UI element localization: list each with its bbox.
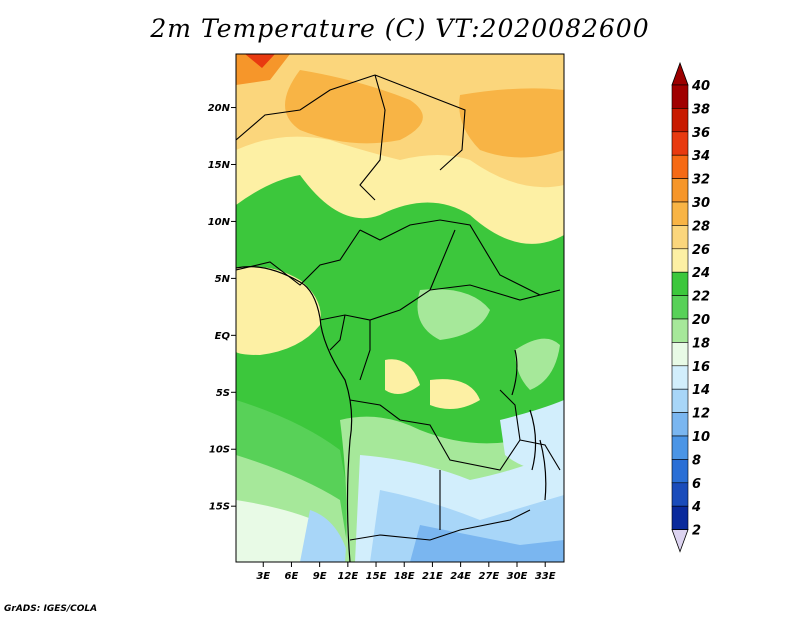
colorbar-swatch: [671, 154, 689, 179]
temperature-field: [236, 54, 564, 562]
colorbar-label: 26: [692, 243, 710, 258]
lat-label: 20N: [208, 103, 231, 114]
colorbar-swatch: [671, 435, 689, 460]
longitude-axis: 3E 6E 9E 12E 15E 18E 21E 24E 27E 30E 33E: [256, 562, 556, 582]
colorbar-label: 40: [691, 79, 710, 94]
lon-label: 27E: [478, 571, 499, 582]
colorbar-label: 36: [692, 126, 710, 141]
lon-label: 9E: [313, 571, 327, 582]
lon-label: 15E: [366, 571, 387, 582]
field-patch-36: [245, 54, 275, 68]
lon-label: 30E: [507, 571, 528, 582]
lon-label: 6E: [285, 571, 299, 582]
colorbar-swatch: [671, 271, 689, 296]
colorbar-swatch: [671, 225, 689, 250]
colorbar-swatch: [671, 248, 689, 273]
credit-footer: GrADS: IGES/COLA: [4, 604, 98, 614]
country-borders: [236, 74, 561, 541]
colorbar-label: 34: [692, 149, 710, 164]
lon-label: 21E: [422, 571, 443, 582]
colorbar-label: 6: [692, 477, 701, 492]
latitude-axis: 20N 15N 10N 5N EQ 5S 10S 15S: [208, 103, 236, 513]
colorbar-swatch: [671, 178, 689, 203]
colorbar-label: 20: [692, 313, 710, 328]
colorbar-label: 24: [692, 266, 710, 281]
colorbar-bottom-arrow: [671, 529, 689, 553]
field-patch-20-a: [417, 289, 490, 340]
colorbar-swatch: [671, 108, 689, 133]
colorbar-label: 14: [692, 383, 710, 398]
field-patch-30-east: [459, 88, 564, 158]
colorbar-swatch: [671, 318, 689, 343]
colorbar-label: 2: [692, 524, 701, 539]
colorbar-swatch: [671, 84, 689, 109]
colorbar-swatch: [671, 342, 689, 367]
colorbar: 40 38 36 34 32 30 28 26 24 22 20 18 16 14 12 10 8 6 4 2: [671, 61, 710, 553]
colorbar-label: 38: [692, 102, 710, 117]
field-patch-24-b: [430, 379, 480, 409]
colorbar-label: 12: [692, 407, 710, 422]
colorbar-top-arrow: [671, 61, 689, 86]
colorbar-swatch: [671, 201, 689, 226]
colorbar-label: 28: [692, 219, 710, 234]
colorbar-label: 30: [692, 196, 710, 211]
lat-label: 15N: [208, 160, 231, 171]
colorbar-label: 16: [692, 360, 710, 375]
lon-label: 18E: [394, 571, 415, 582]
field-patch-30-west: [285, 70, 423, 144]
colorbar-swatch: [671, 295, 689, 320]
lat-label: 5N: [215, 274, 231, 285]
lon-label: 33E: [535, 571, 556, 582]
lon-label: 12E: [337, 571, 358, 582]
colorbar-swatch: [671, 505, 689, 530]
field-patch-24-a: [385, 359, 420, 394]
colorbar-swatch: [671, 388, 689, 413]
colorbar-swatch: [671, 482, 689, 507]
colorbar-swatch: [671, 131, 689, 156]
field-east-16: [500, 400, 564, 471]
lat-label: EQ: [215, 331, 231, 342]
colorbar-swatch: [671, 412, 689, 437]
colorbar-label: 10: [692, 430, 710, 445]
field-patch-32: [236, 54, 290, 85]
great-lakes: [511, 349, 547, 501]
field-atl-14: [300, 510, 350, 562]
colorbar-label: 32: [692, 173, 710, 188]
colorbar-label: 22: [692, 290, 710, 305]
lat-label: 5S: [216, 388, 230, 399]
lon-label: 24E: [450, 571, 471, 582]
colorbar-label: 18: [692, 336, 710, 351]
map-title: 2m Temperature (C) VT:2020082600: [150, 14, 650, 43]
lat-label: 10S: [209, 445, 230, 456]
map-frame: [235, 53, 565, 563]
lat-label: 15S: [209, 502, 230, 513]
field-gulf-warm: [236, 266, 321, 355]
colorbar-swatch: [671, 459, 689, 484]
lat-label: 10N: [208, 217, 231, 228]
lon-label: 3E: [256, 571, 270, 582]
coastline: [236, 266, 353, 562]
colorbar-swatch: [671, 365, 689, 390]
colorbar-label: 8: [692, 453, 701, 468]
colorbar-label: 4: [691, 500, 701, 515]
field-rift-20: [515, 338, 560, 390]
